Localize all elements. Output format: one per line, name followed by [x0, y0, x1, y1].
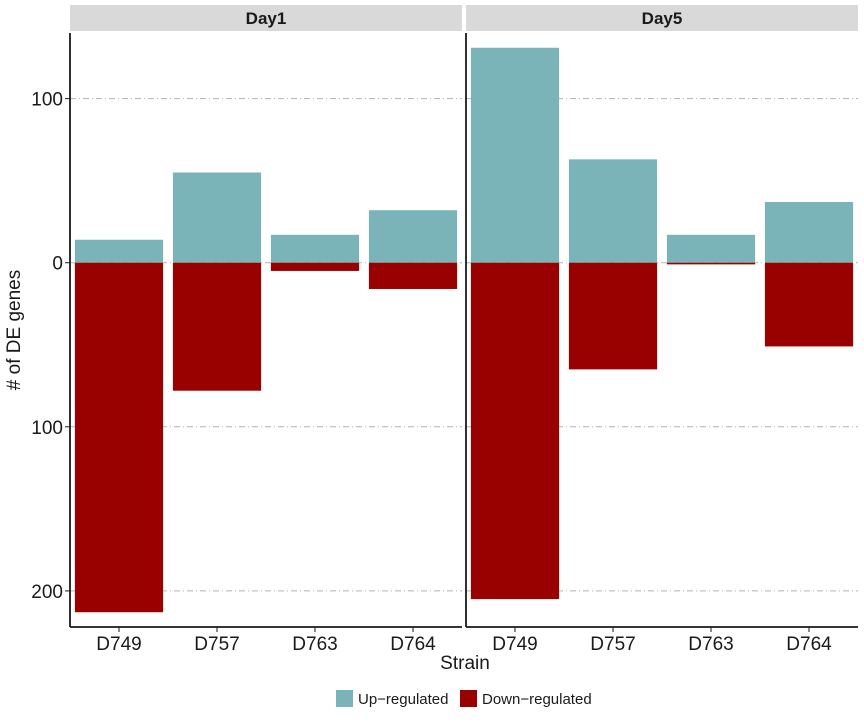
bar-down-day1-d764: [368, 262, 458, 289]
x-tick-label-day1-d757: D757: [194, 634, 239, 655]
facet-strip-day5: [466, 5, 858, 31]
y-tick-label-1: 0: [52, 254, 63, 275]
y-tick-label-3: 200: [31, 582, 63, 603]
bar-up-day1-d757: [172, 172, 262, 263]
x-axis-title: Strain: [440, 653, 490, 674]
y-axis-ticks: 100 0 100 200: [31, 90, 70, 603]
y-tick-label-0: 100: [31, 90, 63, 111]
bar-down-day1-d763: [270, 262, 360, 271]
bars: [74, 47, 854, 613]
legend-label-up-regulated: Up−regulated: [358, 691, 448, 708]
facet-strip-day1: [70, 5, 462, 31]
bar-down-day5-d763: [666, 262, 756, 265]
bar-up-day1-d763: [270, 234, 360, 263]
x-tick-label-day1-d749: D749: [96, 634, 141, 655]
x-tick-label-day1-d764: D764: [390, 634, 436, 655]
x-tick-label-day1-d763: D763: [292, 634, 337, 655]
x-tick-label-day5-d749: D749: [492, 634, 537, 655]
legend-swatch-down-regulated: [460, 690, 477, 707]
legend-label-down-regulated: Down−regulated: [482, 691, 592, 708]
bar-up-day5-d757: [568, 159, 658, 263]
facet-strips: Day1 Day5: [70, 5, 858, 31]
bar-up-day1-d749: [74, 239, 164, 263]
bar-down-day1-d749: [74, 262, 164, 613]
bar-down-day5-d757: [568, 262, 658, 370]
x-tick-label-day5-d757: D757: [590, 634, 635, 655]
bar-down-day5-d764: [764, 262, 854, 347]
bar-up-day5-d749: [470, 47, 560, 263]
legend-swatch-up-regulated: [336, 690, 353, 707]
x-tick-label-day5-d763: D763: [688, 634, 733, 655]
y-tick-label-2: 100: [31, 418, 63, 439]
x-tick-label-day5-d764: D764: [786, 634, 832, 655]
axes: [69, 33, 858, 628]
bar-up-day5-d763: [666, 234, 756, 263]
x-axis-ticks: D749 D757 D763 D764 D749 D757 D763 D764: [96, 627, 832, 655]
y-axis-title: # of DE genes: [4, 270, 25, 390]
facet-label-day1: Day1: [246, 9, 287, 28]
bar-down-day1-d757: [172, 262, 262, 391]
bar-up-day5-d764: [764, 202, 854, 263]
legend: Up−regulated Down−regulated: [336, 690, 592, 708]
bar-up-day1-d764: [368, 210, 458, 263]
facet-label-day5: Day5: [642, 9, 683, 28]
bar-down-day5-d749: [470, 262, 560, 600]
